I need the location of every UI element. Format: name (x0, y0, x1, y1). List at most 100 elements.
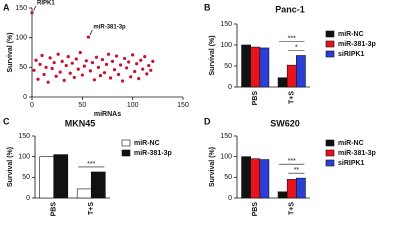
legend-swatch (325, 149, 335, 157)
significance: *** (288, 35, 296, 42)
point (46, 80, 50, 84)
y-tick-label: 150 (220, 133, 232, 140)
point (88, 69, 92, 73)
point (108, 76, 113, 80)
y-axis-label: Survival (%) (209, 35, 216, 75)
legend-label: miR-381-3p (338, 41, 376, 48)
y-axis-label: Survival (%) (7, 147, 14, 187)
chart-title: Panc-1 (275, 4, 305, 14)
point (52, 60, 56, 65)
x-tick-label: T+S (289, 91, 296, 104)
annotation: miR-381-3p (93, 25, 126, 31)
y-tick-label: 50 (224, 174, 232, 181)
y-axis-label: Survival (%) (209, 147, 216, 187)
bar (296, 177, 306, 199)
panel-label: C (3, 116, 10, 126)
point (36, 77, 40, 81)
point (100, 58, 105, 62)
x-tick-label: 100 (127, 102, 139, 109)
x-tick-label: PBS (51, 202, 58, 217)
y-axis-label: Survival (%) (7, 32, 14, 72)
point (74, 57, 78, 61)
y-tick-label: 150 (15, 5, 27, 12)
bar (277, 77, 288, 88)
point (64, 63, 68, 68)
bar (250, 46, 261, 88)
x-tick-label: 50 (78, 102, 86, 109)
x-tick-label: 150 (177, 102, 189, 109)
point (139, 58, 143, 62)
legend-swatch (121, 139, 131, 147)
point (82, 64, 86, 68)
panel-label: D (204, 116, 211, 126)
legend-label: miR-NC (338, 140, 364, 147)
point (76, 67, 80, 71)
y-tick-label: 100 (15, 35, 27, 42)
bar (53, 154, 69, 199)
y-tick-label: 50 (22, 174, 30, 181)
point (66, 55, 70, 59)
legend-label: miR-NC (338, 31, 364, 38)
x-tick-label: T+S (289, 202, 296, 215)
bar (39, 156, 55, 199)
y-tick-label: 0 (228, 84, 232, 91)
point (131, 53, 135, 57)
point (44, 65, 48, 69)
bar (259, 47, 270, 88)
y-tick-label: 100 (18, 154, 30, 161)
point (48, 56, 52, 60)
legend-swatch (325, 40, 335, 48)
point (94, 55, 99, 59)
point (40, 53, 44, 58)
significance: * (295, 44, 298, 51)
point (86, 35, 90, 39)
bar (286, 64, 297, 88)
point (114, 54, 119, 58)
bar (277, 191, 288, 199)
y-tick-label: 150 (18, 133, 30, 140)
bar (259, 159, 270, 199)
point (96, 65, 101, 69)
point (118, 63, 123, 67)
legend-label: siRIPK1 (338, 51, 365, 58)
y-tick-label: 100 (220, 154, 232, 161)
point (90, 60, 94, 65)
y-tick-label: 0 (228, 195, 232, 202)
significance: *** (87, 161, 95, 168)
annotation-arrow (33, 5, 37, 11)
point (70, 61, 74, 65)
y-tick-label: 0 (26, 195, 30, 202)
legend-swatch (325, 50, 335, 58)
point (84, 59, 88, 63)
point (121, 79, 125, 83)
annotation-arrow (89, 29, 93, 36)
bar (241, 156, 251, 199)
bar (90, 171, 106, 199)
y-tick-label: 50 (19, 64, 27, 71)
point (125, 66, 129, 70)
legend-label: miR-NC (134, 140, 160, 147)
legend-swatch (325, 30, 335, 38)
point (78, 50, 82, 55)
point (62, 78, 66, 82)
bar (296, 55, 306, 88)
point (135, 62, 139, 66)
point (106, 52, 111, 56)
legend-label: miR-381-3p (338, 150, 376, 157)
y-tick-label: 150 (220, 21, 232, 28)
bar (241, 44, 251, 88)
point (147, 63, 151, 68)
point (80, 73, 84, 77)
point (50, 66, 54, 71)
y-tick-label: 100 (220, 42, 232, 49)
significance: ** (294, 167, 300, 174)
point (149, 68, 153, 72)
point (110, 59, 115, 64)
point (102, 71, 107, 75)
point (58, 70, 62, 74)
point (123, 56, 127, 61)
point (32, 68, 36, 72)
panel-label: B (204, 2, 211, 12)
point (68, 71, 72, 75)
y-tick-label: 0 (23, 94, 27, 101)
